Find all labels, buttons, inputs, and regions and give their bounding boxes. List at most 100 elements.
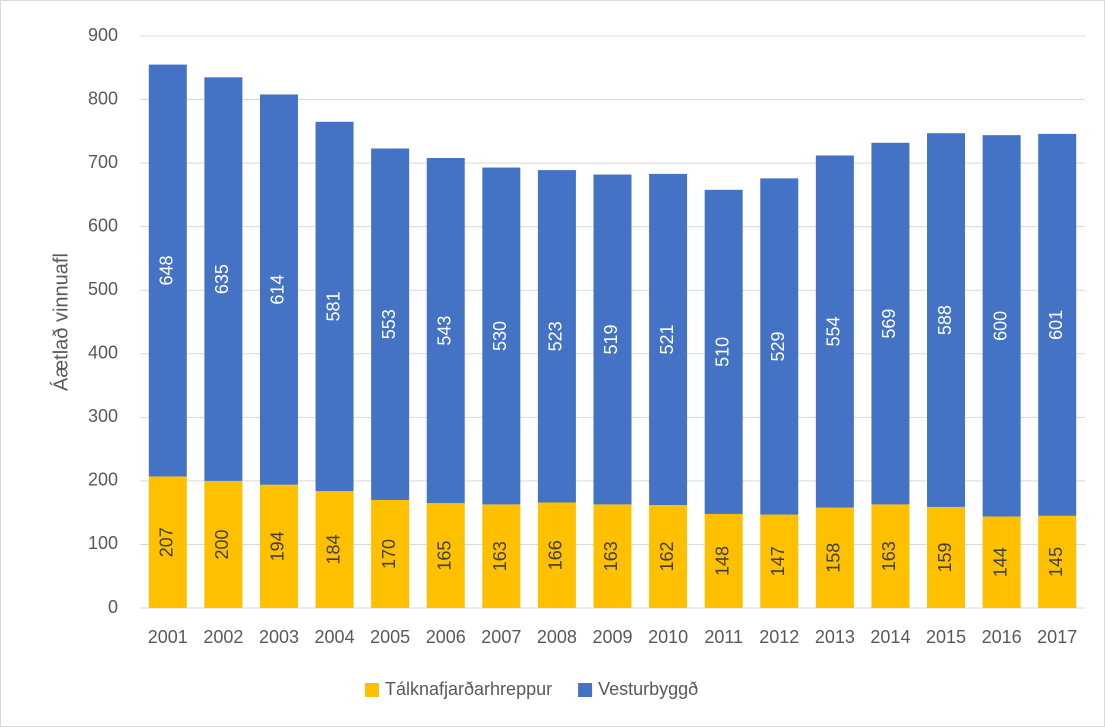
data-label: 554 [824, 317, 844, 347]
y-tick-label: 600 [88, 215, 118, 235]
data-label: 601 [1046, 310, 1066, 340]
bar-segment [982, 516, 1021, 608]
bar-segment [537, 170, 576, 503]
bar-segment [148, 476, 187, 608]
bar-segment [593, 174, 632, 505]
bar-segment [760, 514, 799, 608]
data-label: 166 [546, 540, 566, 570]
x-tick-label: 2002 [203, 627, 243, 647]
data-label: 614 [268, 275, 288, 305]
data-label: 170 [379, 539, 399, 569]
y-tick-label: 700 [88, 152, 118, 172]
legend-label: Vesturbyggð [598, 679, 698, 699]
x-tick-label: 2007 [481, 627, 521, 647]
x-tick-label: 2008 [537, 627, 577, 647]
data-label: 510 [712, 337, 732, 367]
data-label: 147 [768, 546, 788, 576]
bar-segment [482, 167, 521, 505]
y-tick-label: 300 [88, 406, 118, 426]
data-label: 162 [657, 541, 677, 571]
bar-segment [204, 77, 243, 481]
y-tick-label: 400 [88, 343, 118, 363]
bar-segment [315, 121, 354, 492]
x-tick-label: 2005 [370, 627, 410, 647]
legend-label: Tálknafjarðarhreppur [385, 679, 552, 699]
bar-segment [259, 484, 298, 608]
data-label: 148 [712, 546, 732, 576]
y-tick-label: 500 [88, 279, 118, 299]
data-label: 207 [157, 527, 177, 557]
data-label: 648 [157, 255, 177, 285]
data-label: 521 [657, 324, 677, 354]
bar-segment [927, 133, 966, 507]
data-label: 200 [212, 529, 232, 559]
y-tick-label: 900 [88, 25, 118, 45]
bar-segment [1038, 133, 1077, 516]
x-tick-label: 2013 [815, 627, 855, 647]
bar-segment [482, 504, 521, 608]
bar-segment [760, 178, 799, 515]
data-label: 553 [379, 309, 399, 339]
data-label: 519 [601, 324, 621, 354]
bar-segment [315, 491, 354, 608]
bar-segment [148, 64, 187, 477]
data-label: 523 [546, 321, 566, 351]
x-tick-label: 2009 [592, 627, 632, 647]
bar-segment [259, 94, 298, 485]
bar-segment [815, 507, 854, 608]
bar-segment [593, 504, 632, 608]
bar-segment [371, 499, 410, 608]
y-tick-label: 100 [88, 533, 118, 553]
x-tick-label: 2014 [870, 627, 910, 647]
data-label: 159 [935, 542, 955, 572]
legend-swatch [578, 683, 593, 697]
bar-segment [426, 503, 465, 608]
data-label: 600 [990, 311, 1010, 341]
bar-segment [649, 173, 688, 506]
y-tick-label: 800 [88, 88, 118, 108]
bar-segment [1038, 515, 1077, 608]
x-tick-label: 2004 [315, 627, 355, 647]
y-tick-label: 200 [88, 470, 118, 490]
data-label: 145 [1046, 547, 1066, 577]
bar-segment [704, 189, 743, 514]
bar-segment [871, 142, 910, 505]
data-label: 530 [490, 321, 510, 351]
x-tick-label: 2003 [259, 627, 299, 647]
data-label: 543 [434, 316, 454, 346]
y-axis-label: Áætlað vinnuafl [49, 253, 72, 391]
x-tick-label: 2015 [926, 627, 966, 647]
data-label: 588 [935, 305, 955, 335]
data-label: 144 [990, 547, 1010, 577]
x-tick-label: 2001 [148, 627, 188, 647]
data-label: 529 [768, 331, 788, 361]
bar-segment [871, 504, 910, 608]
x-tick-label: 2012 [759, 627, 799, 647]
data-label: 163 [601, 541, 621, 571]
x-tick-label: 2017 [1037, 627, 1077, 647]
data-label: 163 [490, 541, 510, 571]
data-label: 184 [323, 535, 343, 565]
bar-segment [815, 155, 854, 508]
x-tick-label: 2011 [704, 627, 743, 647]
bar-segment [927, 506, 966, 608]
legend-swatch [365, 683, 379, 697]
data-label: 158 [824, 543, 844, 573]
bar-segment [649, 505, 688, 608]
x-tick-label: 2010 [648, 627, 688, 647]
x-tick-label: 2006 [426, 627, 466, 647]
bar-segment [704, 513, 743, 608]
data-label: 569 [879, 309, 899, 339]
bar-segment [982, 135, 1021, 517]
bar-segment [371, 148, 410, 500]
data-label: 165 [434, 541, 454, 571]
x-tick-label: 2016 [982, 627, 1022, 647]
data-label: 163 [879, 541, 899, 571]
bar-segment [537, 502, 576, 608]
data-label: 194 [268, 531, 288, 561]
y-tick-label: 0 [108, 597, 118, 617]
bar-segment [426, 158, 465, 504]
data-label: 581 [323, 291, 343, 321]
data-label: 635 [212, 264, 232, 294]
